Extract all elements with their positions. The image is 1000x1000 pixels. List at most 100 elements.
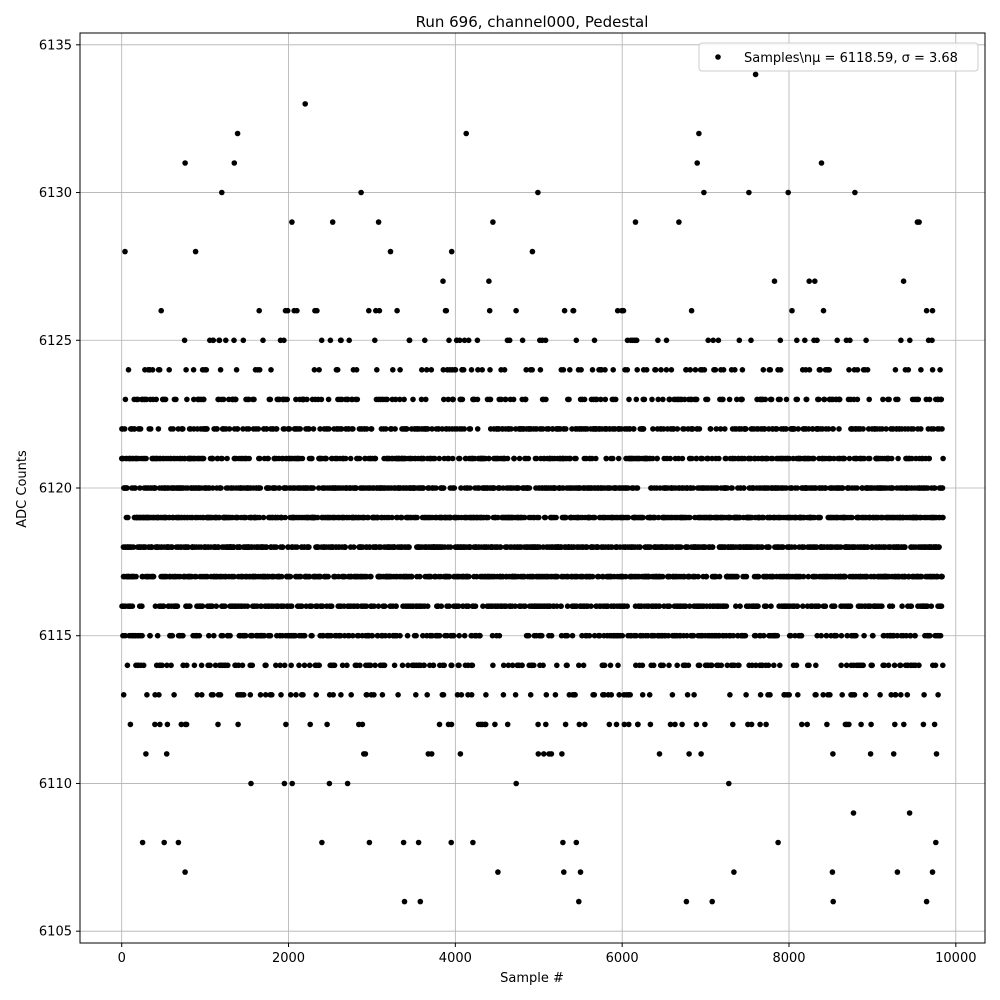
- data-point: [257, 455, 263, 462]
- data-point: [417, 898, 424, 905]
- data-point: [363, 603, 370, 609]
- data-point: [577, 869, 584, 875]
- data-point: [447, 544, 454, 550]
- data-point: [817, 367, 824, 373]
- data-point: [732, 367, 738, 373]
- data-point: [927, 632, 933, 639]
- data-point: [122, 632, 128, 639]
- data-point: [895, 396, 901, 403]
- data-point: [900, 278, 907, 285]
- data-point: [474, 337, 481, 344]
- data-point: [279, 544, 286, 550]
- data-point: [839, 692, 845, 698]
- data-point: [210, 692, 216, 698]
- data-point: [826, 367, 832, 373]
- data-point: [509, 662, 516, 669]
- data-point: [458, 485, 464, 491]
- data-point: [591, 692, 598, 698]
- data-point: [938, 603, 945, 609]
- data-point: [733, 603, 739, 609]
- data-point: [805, 573, 812, 580]
- data-point: [306, 544, 312, 550]
- data-point: [365, 514, 372, 521]
- data-point: [194, 692, 201, 698]
- data-point: [904, 692, 911, 698]
- data-point: [918, 367, 924, 373]
- data-point: [626, 396, 632, 403]
- data-point: [771, 278, 778, 285]
- data-point: [640, 514, 646, 521]
- data-point: [813, 692, 819, 698]
- data-point: [436, 455, 443, 462]
- data-point: [741, 455, 748, 462]
- data-point: [606, 721, 613, 728]
- data-point: [894, 869, 901, 875]
- data-point: [535, 189, 541, 196]
- data-point: [487, 396, 494, 403]
- data-point: [584, 544, 590, 550]
- data-point: [639, 692, 646, 698]
- data-point: [923, 307, 930, 314]
- data-point: [698, 751, 704, 757]
- data-point: [130, 544, 137, 550]
- data-point: [589, 573, 596, 580]
- data-point: [457, 337, 463, 344]
- data-point: [350, 426, 356, 432]
- data-point: [847, 337, 853, 344]
- data-point: [689, 455, 695, 462]
- data-point: [655, 514, 662, 521]
- data-point: [701, 367, 708, 373]
- data-point: [933, 839, 939, 846]
- data-point: [289, 780, 296, 787]
- data-point: [783, 396, 790, 403]
- data-point: [937, 632, 944, 639]
- data-point: [251, 396, 257, 403]
- data-point: [748, 337, 754, 344]
- data-point: [601, 692, 608, 698]
- data-point: [890, 751, 897, 757]
- data-point: [727, 692, 733, 698]
- data-point: [824, 721, 830, 728]
- data-point: [655, 337, 661, 344]
- data-point: [542, 514, 549, 521]
- data-point: [357, 662, 363, 669]
- data-point: [743, 426, 749, 432]
- data-point: [757, 692, 764, 698]
- data-point: [813, 662, 819, 669]
- data-point: [173, 396, 179, 403]
- data-point: [522, 603, 528, 609]
- data-point: [301, 662, 308, 669]
- data-point: [153, 396, 159, 403]
- data-point: [833, 632, 840, 639]
- data-point: [793, 662, 800, 669]
- data-point: [838, 544, 844, 550]
- data-point: [366, 839, 373, 846]
- data-point: [413, 632, 419, 639]
- data-point: [908, 603, 915, 609]
- data-point: [854, 396, 861, 403]
- data-point: [696, 130, 702, 137]
- data-point: [256, 367, 263, 373]
- data-point: [466, 573, 472, 580]
- data-point: [686, 751, 692, 757]
- data-point: [461, 426, 468, 432]
- data-point: [656, 603, 663, 609]
- data-point: [483, 692, 489, 698]
- data-point: [822, 603, 829, 609]
- data-point: [304, 396, 310, 403]
- data-point: [405, 662, 411, 669]
- data-point: [523, 367, 529, 373]
- data-point: [209, 455, 216, 462]
- data-point: [560, 367, 567, 373]
- data-point: [812, 278, 818, 285]
- data-point: [318, 396, 325, 403]
- data-point: [170, 426, 176, 432]
- data-point: [879, 603, 885, 609]
- data-point: [592, 514, 598, 521]
- data-point: [861, 455, 867, 462]
- data-point: [307, 721, 314, 728]
- data-point: [323, 455, 330, 462]
- data-point: [905, 367, 912, 373]
- data-point: [525, 632, 532, 639]
